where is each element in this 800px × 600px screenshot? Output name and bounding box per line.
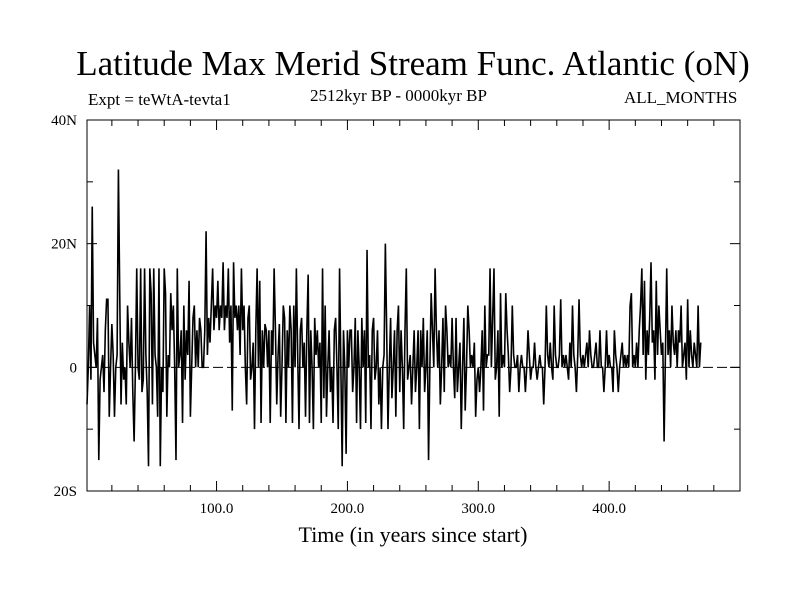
period-label: 2512kyr BP - 0000kyr BP	[310, 86, 487, 105]
plot-frame	[86, 119, 741, 492]
y-tick-label: 20S	[54, 484, 77, 500]
y-tick-label: 20N	[51, 237, 77, 253]
x-tick-label: 400.0	[592, 501, 626, 517]
y-tick-label: 0	[70, 360, 78, 376]
x-tick-label: 200.0	[331, 501, 365, 517]
months-label: ALL_MONTHS	[624, 88, 738, 107]
y-tick-label: 40N	[51, 113, 77, 129]
tick-labels: 20S 0 20N 40N 100.0 200.0 300.0 400.0	[51, 113, 626, 517]
chart-title: Latitude Max Merid Stream Func. Atlantic…	[76, 44, 750, 83]
x-tick-label: 100.0	[200, 501, 234, 517]
x-axis-label: Time (in years since start)	[298, 522, 528, 547]
x-tick-label: 300.0	[461, 501, 495, 517]
experiment-label: Expt = teWtA-tevta1	[88, 90, 231, 109]
series-line	[86, 169, 702, 467]
